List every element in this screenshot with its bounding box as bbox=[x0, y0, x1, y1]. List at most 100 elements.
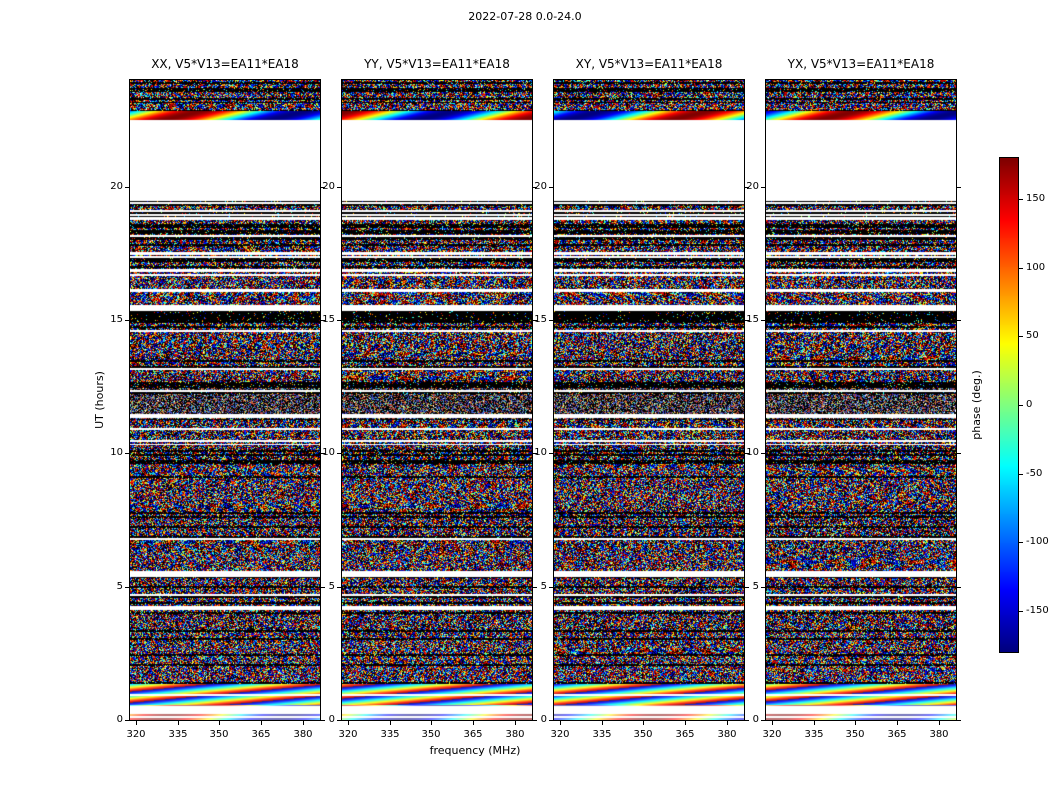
x-tick-mark bbox=[643, 721, 644, 725]
subplot-title-yx: YX, V5*V13=EA11*EA18 bbox=[787, 57, 935, 71]
y-tick-mark-left bbox=[337, 587, 341, 588]
colorbar-tick-mark bbox=[1019, 268, 1023, 269]
y-tick-label: 0 bbox=[328, 714, 335, 725]
x-tick-mark bbox=[515, 721, 516, 725]
colorbar-axis-label: phase (deg.) bbox=[970, 370, 983, 440]
y-axis-label: UT (hours) bbox=[93, 371, 106, 429]
x-tick-mark bbox=[303, 721, 304, 725]
x-tick-mark bbox=[855, 721, 856, 725]
y-tick-label: 10 bbox=[322, 447, 335, 458]
x-tick-label: 365 bbox=[463, 729, 483, 740]
y-tick-mark-left bbox=[761, 720, 765, 721]
y-tick-mark-right bbox=[321, 187, 325, 188]
subplot-panel-yy: YY, V5*V13=EA11*EA18 320 335 350 365 380 0 5 10… bbox=[322, 57, 537, 740]
x-tick-label: 380 bbox=[293, 729, 313, 740]
x-tick-mark bbox=[473, 721, 474, 725]
y-tick-mark-right bbox=[533, 587, 537, 588]
x-tick-mark bbox=[772, 721, 773, 725]
y-tick-mark-right bbox=[957, 320, 961, 321]
y-tick-mark-left bbox=[337, 187, 341, 188]
y-tick-mark-left bbox=[549, 320, 553, 321]
x-tick-mark bbox=[390, 721, 391, 725]
y-tick-mark-left bbox=[761, 453, 765, 454]
y-tick-label: 20 bbox=[110, 181, 123, 192]
x-tick-mark bbox=[431, 721, 432, 725]
x-tick-label: 365 bbox=[675, 729, 695, 740]
subplot-panel-yx: YX, V5*V13=EA11*EA18 320 335 350 365 380 0 5 10… bbox=[746, 57, 961, 740]
x-tick-mark bbox=[685, 721, 686, 725]
y-tick-mark-right bbox=[957, 587, 961, 588]
subplot-panel-xx: XX, V5*V13=EA11*EA18 320 335 350 365 380 0 5 10… bbox=[110, 57, 325, 740]
subplot-title-xx: XX, V5*V13=EA11*EA18 bbox=[151, 57, 299, 71]
y-tick-mark-right bbox=[745, 587, 749, 588]
x-tick-mark bbox=[727, 721, 728, 725]
x-tick-label: 365 bbox=[887, 729, 907, 740]
y-tick-mark-left bbox=[549, 720, 553, 721]
y-tick-label: 5 bbox=[328, 581, 335, 592]
x-tick-label: 380 bbox=[929, 729, 949, 740]
y-tick-mark-left bbox=[761, 587, 765, 588]
x-tick-mark bbox=[560, 721, 561, 725]
y-tick-label: 15 bbox=[746, 314, 759, 325]
heatmap-canvas-xy bbox=[554, 80, 744, 720]
x-tick-mark bbox=[897, 721, 898, 725]
y-tick-mark-right bbox=[533, 720, 537, 721]
colorbar-tick-mark bbox=[1019, 336, 1023, 337]
x-tick-label: 350 bbox=[633, 729, 653, 740]
x-tick-mark bbox=[136, 721, 137, 725]
subplot-title-xy: XY, V5*V13=EA11*EA18 bbox=[575, 57, 723, 71]
x-tick-mark bbox=[814, 721, 815, 725]
x-tick-label: 380 bbox=[717, 729, 737, 740]
figure-title: 2022-07-28 0.0-24.0 bbox=[468, 10, 582, 23]
x-tick-label: 335 bbox=[804, 729, 824, 740]
y-tick-label: 15 bbox=[322, 314, 335, 325]
colorbar-tick-mark bbox=[1019, 542, 1023, 543]
x-tick-label: 350 bbox=[845, 729, 865, 740]
x-tick-mark bbox=[348, 721, 349, 725]
colorbar-tick-mark bbox=[1019, 611, 1023, 612]
x-tick-label: 335 bbox=[168, 729, 188, 740]
y-tick-mark-right bbox=[745, 320, 749, 321]
y-tick-mark-left bbox=[337, 720, 341, 721]
colorbar-tick-label: -100 bbox=[1026, 536, 1049, 547]
y-tick-label: 15 bbox=[534, 314, 547, 325]
y-tick-mark-left bbox=[125, 587, 129, 588]
x-tick-label: 335 bbox=[592, 729, 612, 740]
y-tick-mark-left bbox=[125, 187, 129, 188]
y-tick-mark-right bbox=[533, 320, 537, 321]
y-tick-mark-left bbox=[125, 453, 129, 454]
y-tick-label: 10 bbox=[110, 447, 123, 458]
x-tick-label: 380 bbox=[505, 729, 525, 740]
y-tick-label: 0 bbox=[752, 714, 759, 725]
y-tick-label: 0 bbox=[540, 714, 547, 725]
y-tick-mark-right bbox=[321, 720, 325, 721]
x-tick-label: 320 bbox=[550, 729, 570, 740]
y-tick-mark-right bbox=[745, 453, 749, 454]
y-tick-label: 5 bbox=[540, 581, 547, 592]
x-tick-label: 350 bbox=[209, 729, 229, 740]
y-tick-mark-right bbox=[321, 453, 325, 454]
colorbar-tick-label: -150 bbox=[1026, 605, 1049, 616]
y-tick-mark-left bbox=[125, 720, 129, 721]
y-tick-mark-right bbox=[321, 587, 325, 588]
x-tick-label: 335 bbox=[380, 729, 400, 740]
heatmap-canvas-yx bbox=[766, 80, 956, 720]
colorbar-tick-label: 150 bbox=[1026, 193, 1046, 204]
y-tick-mark-right bbox=[745, 187, 749, 188]
colorbar-tick-mark bbox=[1019, 199, 1023, 200]
y-tick-label: 15 bbox=[110, 314, 123, 325]
y-tick-label: 20 bbox=[322, 181, 335, 192]
y-tick-label: 10 bbox=[746, 447, 759, 458]
x-tick-label: 320 bbox=[762, 729, 782, 740]
colorbar-tick-mark bbox=[1019, 405, 1023, 406]
y-tick-label: 20 bbox=[746, 181, 759, 192]
colorbar: 150 100 50 0 -50 -100 -150 bbox=[999, 157, 1049, 653]
y-tick-mark-right bbox=[745, 720, 749, 721]
x-tick-label: 320 bbox=[338, 729, 358, 740]
colorbar-tick-label: 0 bbox=[1026, 399, 1033, 410]
y-tick-mark-left bbox=[125, 320, 129, 321]
colorbar-canvas bbox=[1000, 158, 1018, 652]
x-tick-mark bbox=[939, 721, 940, 725]
y-tick-mark-right bbox=[957, 720, 961, 721]
